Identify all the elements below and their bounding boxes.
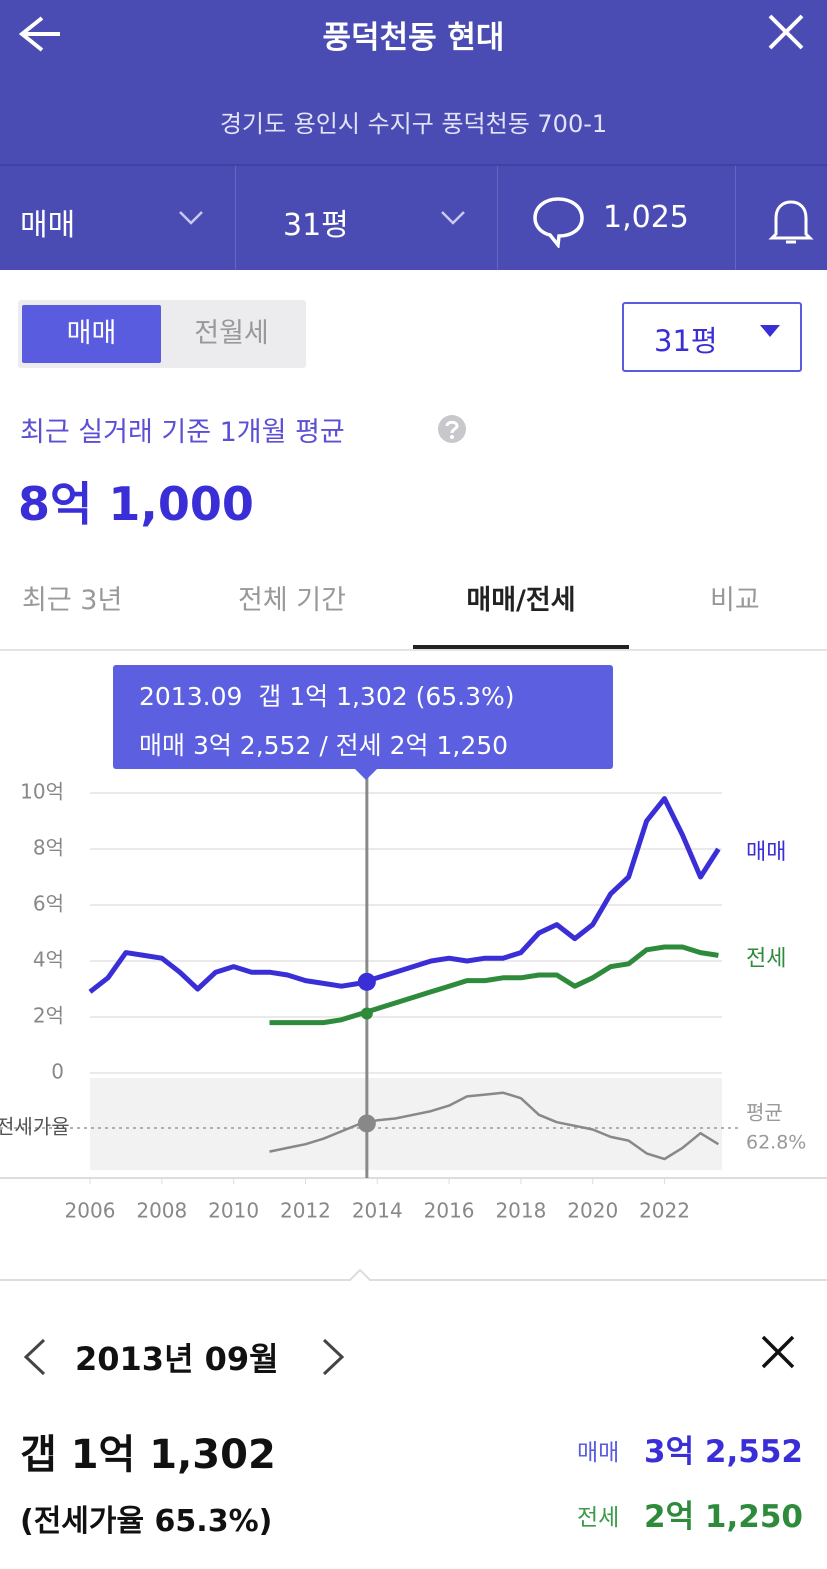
y-tick-label: 2억 bbox=[33, 1004, 64, 1028]
summary-label: 최근 실거래 기준 1개월 평균 bbox=[20, 417, 345, 448]
tooltip bbox=[113, 665, 613, 769]
divider bbox=[735, 166, 736, 270]
series-label: 전세 bbox=[746, 946, 786, 971]
detail-jeonse-label: 전세 bbox=[577, 1505, 620, 1531]
alarm-icon[interactable] bbox=[768, 196, 814, 248]
detail-date: 2013년 09월 bbox=[75, 1340, 279, 1378]
title: 풍덕천동 현대 bbox=[322, 20, 505, 56]
tab[interactable]: 최근 3년 bbox=[22, 585, 123, 616]
help-icon[interactable] bbox=[437, 414, 467, 444]
detail-sale: 3억 2,552 bbox=[644, 1434, 803, 1470]
tooltip-line: 매매 3억 2,552 / 전세 2억 1,250 bbox=[139, 731, 509, 760]
average-value: 62.8% bbox=[746, 1132, 806, 1154]
close-button[interactable] bbox=[766, 12, 806, 52]
x-tick-label: 2022 bbox=[639, 1199, 690, 1223]
prev-button[interactable] bbox=[22, 1338, 48, 1376]
cursor-dot bbox=[360, 1007, 373, 1020]
cursor-ratio-dot bbox=[357, 1114, 376, 1133]
x-tick-label: 2010 bbox=[208, 1199, 259, 1223]
size-filter[interactable]: 31평 bbox=[283, 208, 349, 243]
summary-price: 8억 1,000 bbox=[18, 477, 254, 531]
toggle-rent[interactable]: 전월세 bbox=[194, 318, 269, 349]
series-line bbox=[88, 796, 721, 994]
divider bbox=[0, 164, 827, 166]
chevron bbox=[179, 211, 203, 225]
tab-active[interactable]: 매매/전세 bbox=[466, 585, 576, 616]
next-button[interactable] bbox=[320, 1338, 346, 1376]
ratio-label: 전세가율 bbox=[0, 1115, 70, 1139]
address: 경기도 용인시 수지구 풍덕천동 700-1 bbox=[219, 110, 608, 138]
detail-sale-label: 매매 bbox=[577, 1440, 620, 1466]
tab[interactable]: 비교 bbox=[710, 585, 760, 616]
series-line bbox=[269, 944, 719, 1026]
tab-indicator bbox=[413, 645, 629, 649]
detail-ratio: (전세가율 65.3%) bbox=[20, 1504, 273, 1539]
tooltip-line: 2013.09 갭 1억 1,302 (65.3%) bbox=[139, 682, 515, 711]
ratio-band bbox=[90, 1078, 722, 1170]
size-select[interactable] bbox=[622, 302, 802, 372]
series-label: 매매 bbox=[746, 840, 786, 865]
close-detail[interactable] bbox=[760, 1334, 796, 1370]
y-tick-label: 4억 bbox=[33, 948, 64, 972]
x-tick-label: 2014 bbox=[352, 1199, 403, 1223]
header bbox=[0, 0, 827, 270]
tooltip-arrow bbox=[354, 768, 378, 780]
dropdown-arrow bbox=[760, 325, 780, 337]
toggle-sale[interactable]: 매매 bbox=[22, 305, 161, 363]
y-tick-label: 6억 bbox=[33, 892, 64, 916]
size-select-label: 31평 bbox=[654, 324, 718, 358]
panel-border bbox=[0, 1268, 827, 1281]
cursor-dot bbox=[357, 972, 376, 991]
divider bbox=[497, 166, 498, 270]
comment-icon[interactable] bbox=[532, 196, 586, 248]
tab[interactable]: 전체 기간 bbox=[238, 585, 346, 616]
deal-type-filter[interactable]: 매매 bbox=[20, 208, 76, 243]
chevron bbox=[441, 211, 465, 225]
back-button[interactable] bbox=[14, 12, 64, 56]
average-name: 평균 bbox=[746, 1101, 783, 1125]
detail-jeonse: 2억 1,250 bbox=[644, 1499, 803, 1535]
x-tick-label: 2016 bbox=[424, 1199, 475, 1223]
y-tick-label: 10억 bbox=[20, 780, 64, 804]
detail-gap: 갭 1억 1,302 bbox=[20, 1432, 276, 1478]
comment-count: 1,025 bbox=[603, 200, 689, 235]
tab-divider bbox=[0, 649, 827, 651]
ratio-line bbox=[269, 1091, 720, 1161]
x-tick-label: 2012 bbox=[280, 1199, 331, 1223]
y-tick-label: 0 bbox=[51, 1060, 64, 1084]
x-tick-label: 2006 bbox=[65, 1199, 116, 1223]
divider bbox=[235, 166, 236, 270]
y-tick-label: 8억 bbox=[33, 836, 64, 860]
x-tick-label: 2018 bbox=[495, 1199, 546, 1223]
x-tick-label: 2020 bbox=[567, 1199, 618, 1223]
x-tick-label: 2008 bbox=[136, 1199, 187, 1223]
